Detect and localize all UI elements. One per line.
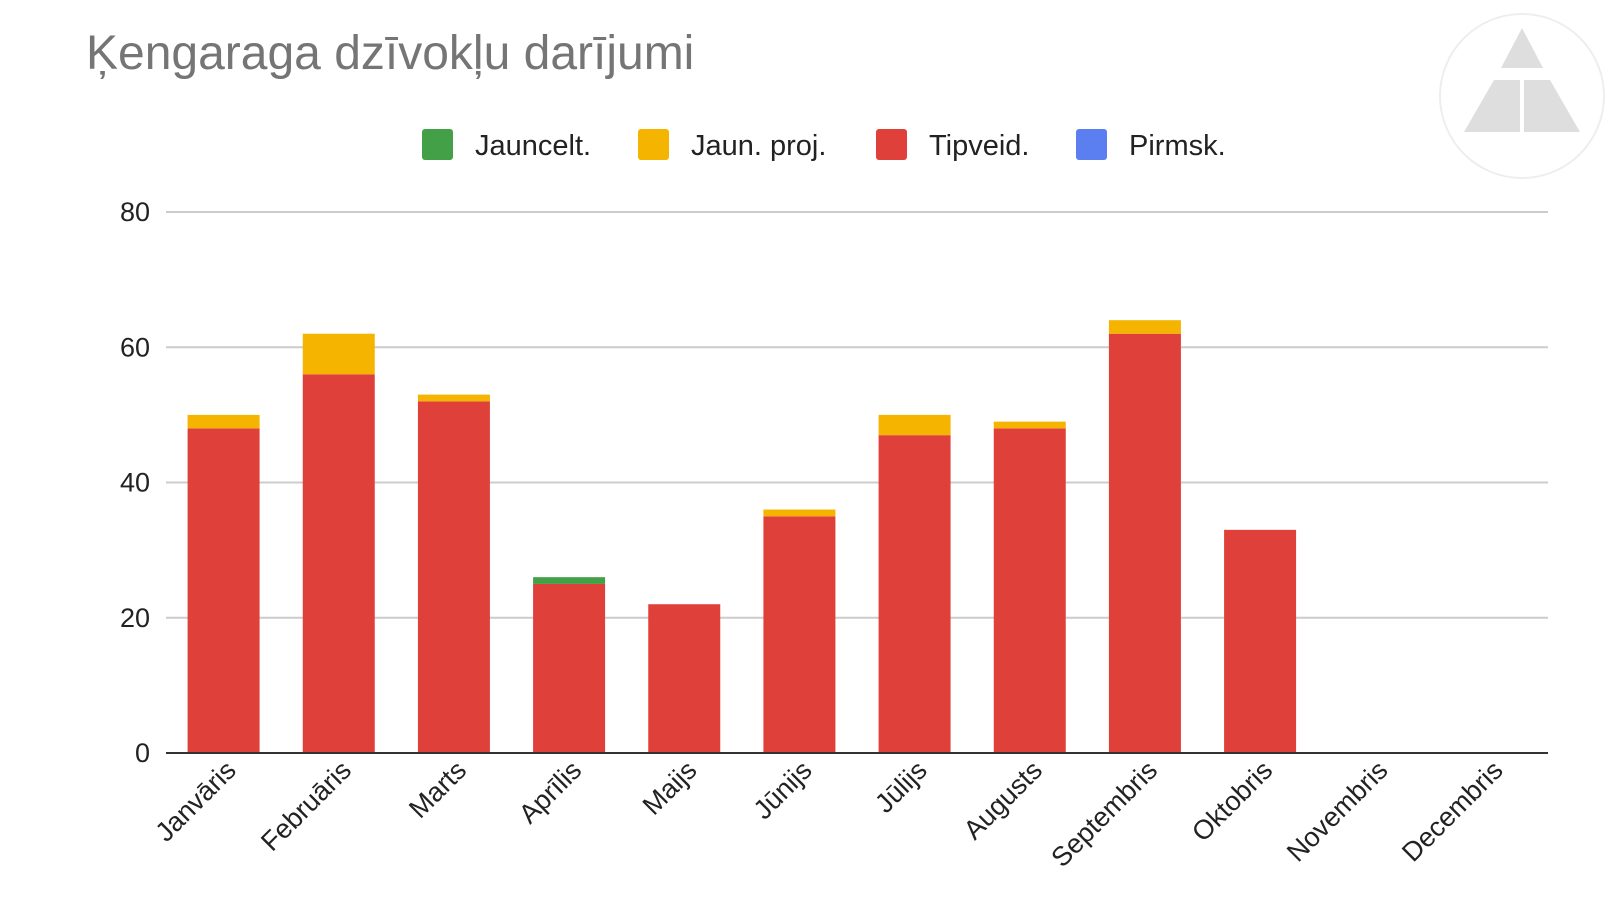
bar-segment — [1108, 333, 1181, 753]
bar-segment — [187, 428, 260, 753]
x-category-label: Februāris — [255, 755, 357, 857]
x-category-label: Septembris — [1045, 755, 1163, 873]
chart-title: Ķengaraga dzīvokļu darījumi — [86, 27, 695, 80]
x-category-label: Augusts — [958, 755, 1048, 845]
x-category-label: Janvāris — [150, 755, 242, 847]
bar-segment — [763, 516, 836, 753]
legend-swatch — [638, 129, 669, 160]
legend-swatch — [1076, 129, 1107, 160]
bar-segment — [417, 394, 490, 402]
bar-segment — [417, 401, 490, 753]
x-category-label: Decembris — [1396, 755, 1508, 867]
bar-segment — [1224, 529, 1297, 753]
legend-swatch — [422, 129, 453, 160]
legend-label: Jauncelt. — [475, 130, 591, 162]
legend: Jauncelt. Jaun. proj. Tipveid. Pirmsk. — [422, 129, 1226, 162]
bar-segment — [187, 414, 260, 429]
y-tick-label: 0 — [135, 738, 150, 768]
legend-label: Tipveid. — [929, 130, 1029, 162]
x-category-label: Jūnijs — [748, 755, 818, 825]
bar-segment — [533, 577, 606, 584]
y-tick-label: 20 — [120, 603, 150, 633]
legend-swatch — [876, 129, 907, 160]
triangle-logo-icon — [1439, 13, 1605, 179]
bar-segment — [763, 509, 836, 517]
x-category-label: Marts — [403, 755, 472, 824]
bar-segment — [533, 583, 606, 753]
bars — [187, 320, 1297, 753]
x-category-label: Oktobris — [1186, 755, 1278, 847]
bar-segment — [878, 414, 951, 436]
bar-segment — [993, 428, 1066, 753]
legend-label: Pirmsk. — [1129, 130, 1226, 162]
bar-segment — [1108, 320, 1181, 334]
bar-segment — [302, 333, 375, 375]
x-category-label: Aprīlis — [513, 755, 587, 829]
bar-segment — [878, 435, 951, 753]
gridlines — [166, 211, 1548, 619]
legend-label: Jaun. proj. — [691, 130, 826, 162]
x-category-label: Novembris — [1281, 755, 1393, 867]
x-category-label: Maijs — [637, 755, 703, 821]
y-tick-label: 80 — [120, 197, 150, 227]
bar-segment — [648, 604, 721, 753]
x-category-label: Jūlijs — [869, 755, 933, 819]
y-tick-label: 40 — [120, 468, 150, 498]
y-tick-label: 60 — [120, 332, 150, 362]
bar-segment — [302, 374, 375, 753]
bar-segment — [993, 421, 1066, 429]
